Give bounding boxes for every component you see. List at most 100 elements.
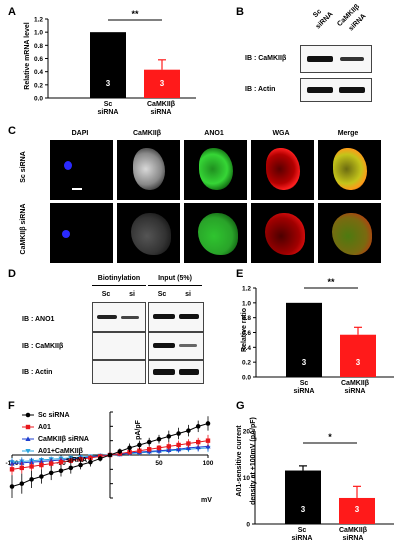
cell-blob	[199, 148, 233, 190]
y-tick-label: 0	[246, 522, 250, 529]
panel-c-col-dapi: DAPI	[71, 130, 89, 137]
f-data-point	[9, 484, 15, 489]
cell-blob	[198, 213, 238, 255]
blot-band	[153, 314, 175, 319]
f-x-tick-label: 50	[155, 460, 163, 467]
bar-n-label: 3	[160, 79, 165, 88]
f-data-point	[9, 467, 15, 472]
bar-n-label: 3	[302, 358, 307, 367]
y-tick-label: 0.2	[34, 82, 43, 89]
bar	[144, 69, 180, 98]
f-data-point	[166, 434, 172, 439]
f-data-point	[29, 477, 34, 482]
bar	[285, 470, 321, 524]
panel-a-bar2-label1: CaMKIIβ	[147, 101, 175, 108]
cell-blob	[266, 148, 300, 190]
micrograph-wga-si	[251, 203, 314, 263]
panel-d-blot-actin-input	[148, 360, 204, 384]
panel-e-ylabel: Relative ratio	[241, 308, 248, 352]
micrograph-dapi-sc	[50, 140, 113, 200]
panel-c-row-si: CaMKIIβ siRNA	[20, 203, 27, 255]
nucleus-blob	[64, 161, 72, 170]
micrograph-ano1-sc	[184, 140, 247, 200]
blot-band	[307, 56, 333, 62]
panel-g-bar2-label2: siRNA	[342, 535, 364, 542]
panel-d-header-input: Input (5%)	[158, 275, 192, 282]
panel-a-bar1-label2: siRNA	[97, 109, 119, 116]
panel-label-c: C	[8, 125, 16, 137]
cell-blob	[265, 213, 305, 255]
f-data-point	[88, 455, 93, 461]
cell-blob	[332, 213, 372, 255]
f-data-point	[68, 458, 73, 463]
f-data-point	[9, 461, 15, 466]
blot-band	[179, 344, 197, 347]
panel-d-ib-actin: IB : Actin	[22, 369, 53, 376]
legend-label-sc: Sc siRNA	[38, 412, 70, 419]
y-tick-label: 20	[243, 429, 251, 436]
panel-e-bar1-label2: siRNA	[293, 388, 315, 395]
panel-f-xunit: mV	[201, 497, 212, 504]
micrograph-camk2b-si	[117, 203, 180, 263]
legend-marker	[25, 449, 31, 454]
micrograph-merge-sc	[318, 140, 381, 200]
panel-d-lane2: si	[129, 291, 135, 298]
micrograph-ano1-si	[184, 203, 247, 263]
panel-d-blot-actin-biotin	[92, 360, 146, 384]
f-data-point	[146, 439, 152, 445]
significance-label: **	[327, 277, 335, 287]
blot-band	[153, 369, 175, 375]
f-data-point	[68, 465, 74, 471]
f-data-point	[156, 445, 162, 451]
panel-a-ylabel: Relative mRNA level	[24, 22, 31, 90]
panel-g-bar1-label1: Sc	[297, 527, 307, 534]
f-data-point	[186, 441, 191, 446]
blot-band	[179, 314, 199, 319]
bar-n-label: 3	[301, 505, 306, 514]
cell-blob	[133, 148, 165, 190]
y-tick-label: 1.0	[34, 30, 43, 37]
bar	[339, 497, 375, 524]
f-data-point	[39, 474, 44, 479]
y-tick-label: 0.4	[242, 345, 251, 352]
cell-blob	[131, 213, 171, 255]
f-data-point	[186, 428, 191, 433]
y-tick-label: 0.8	[242, 315, 251, 322]
panel-d-lane3: Sc	[157, 291, 167, 298]
f-data-point	[78, 462, 83, 468]
nucleus-blob	[62, 230, 70, 238]
bar-n-label: 3	[356, 358, 361, 367]
f-data-point	[29, 459, 35, 465]
panel-d-ib-camk2b: IB : CaMKIIβ	[22, 343, 64, 350]
blot-band	[121, 316, 139, 319]
f-data-point	[176, 431, 181, 436]
blot-band	[340, 57, 364, 61]
panel-label-f: F	[8, 400, 15, 412]
y-tick-label: 0.6	[34, 56, 43, 63]
f-data-point	[49, 461, 54, 466]
panel-label-e: E	[236, 268, 244, 280]
f-data-point	[205, 438, 211, 443]
bar-n-label: 3	[106, 79, 111, 88]
f-data-point	[127, 445, 132, 451]
f-data-point	[39, 462, 44, 468]
panel-label-d: D	[8, 268, 16, 280]
panel-g-bar1-label2: siRNA	[291, 535, 313, 542]
f-data-point	[195, 444, 201, 450]
panel-g-ylabel-line1: A01-sensitive current	[236, 425, 243, 497]
f-data-point	[147, 447, 152, 452]
y-tick-label: 1.0	[242, 300, 251, 307]
f-data-point	[117, 449, 123, 454]
panel-d-blot-ano1-biotin	[92, 302, 146, 332]
legend-label-a01-camk2b: A01+CaMKIIβ	[38, 448, 83, 455]
f-data-point	[196, 439, 201, 445]
panel-label-b: B	[236, 6, 244, 18]
panel-c-col-wga: WGA	[272, 130, 290, 137]
f-data-point	[156, 436, 162, 442]
bar-n-label: 3	[355, 505, 360, 514]
legend-label-a01-camk2b-line2: siRNA	[66, 457, 88, 464]
panel-c-col-merge: Merge	[337, 130, 359, 137]
f-data-point	[97, 456, 103, 461]
micrograph-merge-si	[318, 203, 381, 263]
